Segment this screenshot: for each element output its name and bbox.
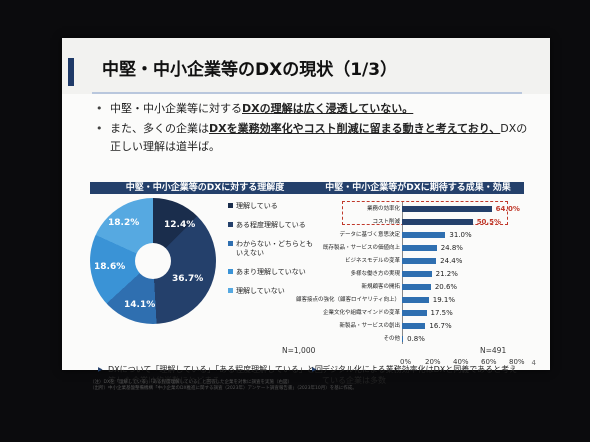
bar-row: 新製品・サービスの創出 16.7% <box>312 321 524 331</box>
category-label: 企業文化や組織マインドの変革 <box>322 310 400 316</box>
bar-row: ビジネスモデルの変革 24.4% <box>312 256 524 266</box>
right-summary: デジタル化による業務効率化はDXと同義であると考えている企業は多数 <box>312 364 518 386</box>
sample-size: N=491 <box>480 346 507 355</box>
category-label: 多様な働き方の実現 <box>350 271 400 277</box>
sample-size: N=1,000 <box>282 346 316 355</box>
title-accent <box>68 58 74 86</box>
pct-label: 36.7% <box>172 274 204 284</box>
legend-label: 理解している <box>236 202 278 210</box>
bar-row: 企業文化や組織マインドの変革 17.5% <box>312 308 524 318</box>
title-bar: 中堅・中小企業等のDXの現状（1/3） <box>62 38 550 94</box>
legend-label: あまり理解していない <box>236 268 306 276</box>
bullet-list: 中堅・中小企業等に対するDXの理解は広く浸透していない。 また、多くの企業はDX… <box>96 100 536 158</box>
source-note: （注）DXを「理解している」「ある程度理解している」と回答した企業を対象に調査を… <box>90 380 357 391</box>
tick-label: 20% <box>425 358 441 366</box>
category-label: コスト削減 <box>372 219 400 225</box>
donut-hole <box>135 243 171 279</box>
category-label: 新規顧客の開拓 <box>361 284 400 290</box>
donut-chart: 12.4% 36.7% 14.1% 18.6% 18.2% <box>90 198 216 324</box>
category-label: 業務の効率化 <box>366 206 400 212</box>
legend-item: ある程度理解している <box>228 221 318 230</box>
category-label: その他 <box>383 336 400 342</box>
bullet-highlight: DXの理解は広く浸透していない。 <box>242 102 414 115</box>
legend-item: 理解していない <box>228 287 318 296</box>
pct-label: 14.1% <box>124 300 156 310</box>
donut-legend: 理解している ある程度理解している わからない・どちらともいえない あまり理解し… <box>228 202 318 306</box>
panel-heading: 中堅・中小企業等のDXに対する理解度 <box>90 182 320 194</box>
bar-row: 多様な働き方の実現 21.2% <box>312 269 524 279</box>
expectations-panel: 中堅・中小企業等がDXに期待する成果・効果 業務の効率化 64.0% コスト削減 50… <box>296 182 525 392</box>
legend-label: 理解していない <box>236 287 285 295</box>
legend-item: あまり理解していない <box>228 268 318 277</box>
legend-swatch <box>228 203 233 208</box>
pct-label: 18.2% <box>108 218 140 228</box>
bar-value-label: 64.0% <box>495 205 520 213</box>
bar-row: データに基づく意思決定 31.0% <box>312 230 524 240</box>
bar <box>402 323 426 329</box>
legend-swatch <box>228 288 233 293</box>
category-label: 新製品・サービスの創出 <box>339 323 400 329</box>
bar <box>402 219 473 225</box>
bar-value-label: 16.7% <box>429 322 452 330</box>
bar-value-label: 0.8% <box>407 335 425 343</box>
page-number: 4 <box>531 359 536 367</box>
tick-label: 40% <box>453 358 469 366</box>
tick-label: 0% <box>400 358 412 366</box>
legend-swatch <box>228 222 233 227</box>
bullet-item: また、多くの企業はDXを業務効率化やコスト削減に留まる動きと考えており、DXの正… <box>96 120 536 156</box>
bar <box>402 336 404 342</box>
bar-value-label: 17.5% <box>430 309 453 317</box>
bar-row: 既存製品・サービスの価値向上 24.8% <box>312 243 524 253</box>
bar-row: コスト削減 50.5% <box>312 217 524 227</box>
bar <box>402 284 431 290</box>
category-label: 既存製品・サービスの価値向上 <box>322 245 400 251</box>
category-label: データに基づく意思決定 <box>339 232 400 238</box>
category-label: ビジネスモデルの変革 <box>344 258 400 264</box>
bullet-text: 中堅・中小企業等に対する <box>110 102 242 115</box>
bullet-text: DXの正しい理解は道半ば。 <box>110 122 528 153</box>
bar <box>402 245 437 251</box>
bar <box>402 206 492 212</box>
title-divider <box>92 92 522 94</box>
bar-value-label: 24.4% <box>440 257 463 265</box>
legend-swatch <box>228 241 233 246</box>
left-summary: DXについて「理解している」「ある程度理解している」と回答した企業は約半数にとど… <box>98 364 330 386</box>
bar-value-label: 21.2% <box>435 270 458 278</box>
pct-label: 18.6% <box>94 262 126 272</box>
legend-swatch <box>228 269 233 274</box>
bar <box>402 258 437 264</box>
bullet-text: また、多くの企業は <box>110 122 209 135</box>
bar-value-label: 50.5% <box>476 218 501 226</box>
legend-item: 理解している <box>228 202 318 211</box>
bar-value-label: 24.8% <box>440 244 463 252</box>
tick-label: 80% <box>509 358 525 366</box>
slide: 中堅・中小企業等のDXの現状（1/3） 中堅・中小企業等に対するDXの理解は広く… <box>62 38 550 391</box>
bar-value-label: 19.1% <box>432 296 455 304</box>
bar-value-label: 20.6% <box>434 283 458 291</box>
bullet-highlight: DXを業務効率化やコスト削減に留まる動きと考えており、 <box>209 122 501 135</box>
panel-heading: 中堅・中小企業等がDXに期待する成果・効果 <box>312 182 524 194</box>
understanding-panel: 中堅・中小企業等のDXに対する理解度 12.4% 36.7% 14.1% 18.… <box>90 182 323 392</box>
bar-value-label: 31.0% <box>449 231 472 239</box>
category-label: 顧客接点の強化（顧客ロイヤリティ向上） <box>295 297 400 303</box>
bar <box>402 297 429 303</box>
bullet-item: 中堅・中小企業等に対するDXの理解は広く浸透していない。 <box>96 100 536 118</box>
legend-item: わからない・どちらともいえない <box>228 240 318 258</box>
bar-row: その他 0.8% <box>312 334 524 344</box>
tick-label: 60% <box>481 358 497 366</box>
bar <box>402 232 446 238</box>
bar <box>402 271 432 277</box>
bar-row: 顧客接点の強化（顧客ロイヤリティ向上） 19.1% <box>296 295 524 305</box>
slide-title: 中堅・中小企業等のDXの現状（1/3） <box>102 60 398 80</box>
bar-row: 新規顧客の開拓 20.6% <box>312 282 524 292</box>
legend-label: ある程度理解している <box>236 221 306 229</box>
bar-row: 業務の効率化 64.0% <box>312 204 524 214</box>
legend-label: わからない・どちらともいえない <box>236 240 313 257</box>
bar <box>402 310 427 316</box>
pct-label: 12.4% <box>164 220 196 230</box>
